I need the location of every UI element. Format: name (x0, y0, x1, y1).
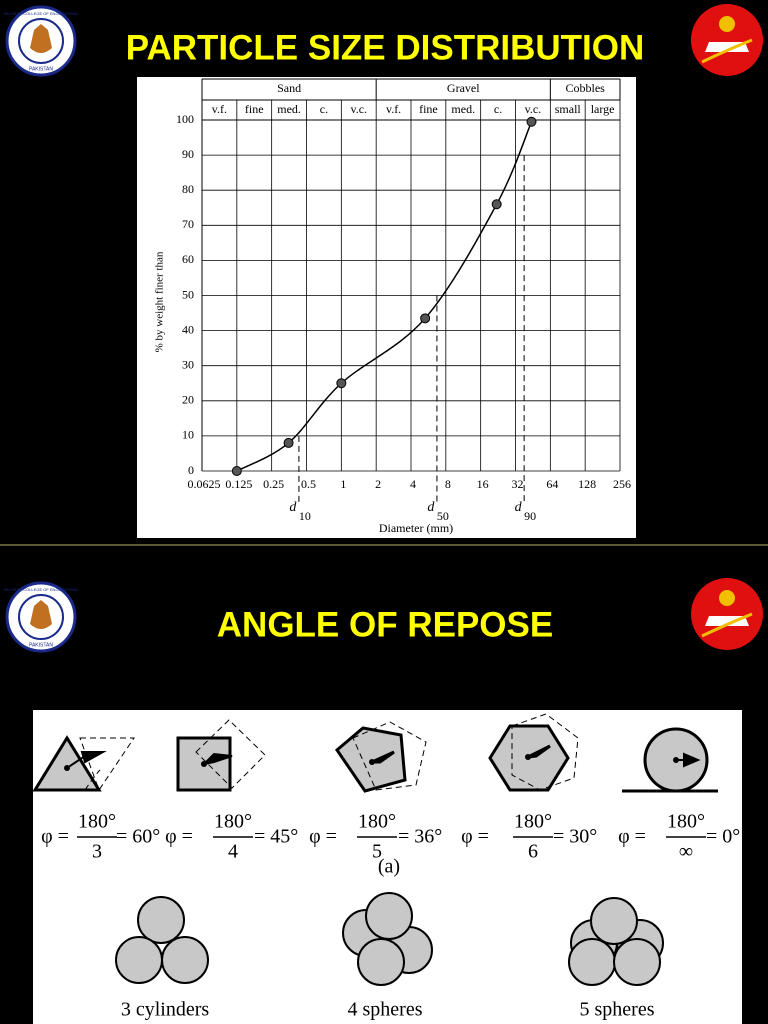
marker-label: d (427, 500, 435, 515)
equation-numerator: 180° (78, 811, 116, 833)
equation-denominator: ∞ (679, 841, 693, 863)
x-tick-label: 32 (512, 477, 524, 491)
data-point (283, 437, 294, 448)
y-tick-label: 70 (182, 217, 194, 231)
equation-lhs: φ = (461, 826, 489, 848)
caption: 5 spheres (580, 999, 655, 1021)
subclass-label: c. (320, 102, 328, 116)
class-label: Cobbles (565, 81, 605, 95)
equation-numerator: 180° (667, 811, 705, 833)
equation-denominator: 6 (528, 841, 538, 863)
x-tick-label: 16 (477, 477, 489, 491)
subclass-label: fine (245, 102, 264, 116)
marker-label: d (515, 500, 523, 515)
y-tick-label: 60 (182, 252, 194, 266)
equation-lhs: φ = (165, 826, 193, 848)
panel-label: (a) (378, 856, 400, 878)
x-tick-label: 0.5 (301, 477, 316, 491)
slide-title: PARTICLE SIZE DISTRIBUTION (126, 28, 645, 67)
x-tick-label: 0.125 (225, 477, 252, 491)
class-label: Sand (277, 81, 301, 95)
subclass-label: med. (451, 102, 475, 116)
equations: φ =180°3= 60° φ =180°4= 45° φ =180°5= 36° φ… (41, 811, 740, 863)
logo-country: PAKISTAN (29, 66, 53, 72)
x-tick-label: 8 (445, 477, 451, 491)
class-label: Gravel (447, 81, 480, 95)
y-tick-label: 20 (182, 393, 194, 407)
y-tick-label: 90 (182, 147, 194, 161)
equation-numerator: 180° (358, 811, 396, 833)
equation-result: = 60° (116, 826, 160, 848)
equation-lhs: φ = (41, 826, 69, 848)
logo-text: MILITARY COLLEGE OF ENGINEERING (4, 587, 78, 592)
college-logo: MILITARY COLLEGE OF ENGINEERING PAKISTAN (4, 5, 78, 77)
marker-subscript: 90 (524, 509, 536, 523)
data-point (336, 378, 347, 389)
equation-lhs: φ = (618, 826, 646, 848)
subclass-label: fine (419, 102, 438, 116)
y-tick-label: 100 (176, 112, 194, 126)
y-tick-label: 30 (182, 357, 194, 371)
x-tick-label: 0.0625 (188, 477, 221, 491)
caption: 4 spheres (348, 999, 423, 1021)
corps-logo (691, 578, 763, 650)
subclass-label: med. (277, 102, 301, 116)
equation-result: = 0° (706, 826, 740, 848)
subclass-label: v.c. (350, 102, 367, 116)
equation-lhs: φ = (309, 826, 337, 848)
equation-result: = 45° (254, 826, 298, 848)
x-tick-label: 256 (613, 477, 631, 491)
marker-subscript: 10 (299, 509, 311, 523)
equation-numerator: 180° (214, 811, 252, 833)
equation-result: = 36° (398, 826, 442, 848)
corps-logo (691, 4, 763, 76)
caption: 3 cylinders (121, 999, 210, 1021)
equation-numerator: 180° (514, 811, 552, 833)
packings (115, 892, 664, 986)
chart-panel (137, 77, 636, 538)
chart: v.f. fine med. c. v.c. Sand v.f. fine med. c. v.c.… (154, 78, 631, 535)
data-point (491, 199, 502, 210)
x-tick-label: 4 (410, 477, 416, 491)
marker-subscript: 50 (437, 509, 449, 523)
shapes (32, 713, 718, 793)
logo-text: MILITARY COLLEGE OF ENGINEERING (4, 11, 78, 16)
y-tick-label: 0 (188, 463, 194, 477)
subclass-label: v.f. (386, 102, 401, 116)
x-tick-label: 2 (375, 477, 381, 491)
y-tick-label: 10 (182, 428, 194, 442)
y-tick-label: 50 (182, 287, 194, 301)
equation-denominator: 3 (92, 841, 102, 863)
equation-denominator: 5 (372, 841, 382, 863)
x-tick-label: 0.25 (263, 477, 284, 491)
subclass-label: large (591, 102, 615, 116)
logo-country: PAKISTAN (29, 642, 53, 648)
subclass-label: c. (494, 102, 502, 116)
data-point (526, 116, 537, 127)
data-point (420, 313, 431, 324)
subclass-label: v.c. (525, 102, 542, 116)
college-logo: MILITARY COLLEGE OF ENGINEERING PAKISTAN (4, 581, 78, 653)
marker-label: d (289, 500, 297, 515)
y-tick-label: 40 (182, 322, 194, 336)
subclass-label: small (555, 102, 582, 116)
x-tick-label: 128 (578, 477, 596, 491)
x-tick-label: 64 (546, 477, 558, 491)
slide-title: ANGLE OF REPOSE (217, 605, 553, 644)
x-tick-label: 1 (340, 477, 346, 491)
subclass-label: v.f. (212, 102, 227, 116)
y-axis-label: % by weight finer than (154, 251, 166, 352)
data-point (231, 466, 242, 476)
equation-denominator: 4 (228, 841, 238, 863)
y-tick-label: 80 (182, 182, 194, 196)
equation-result: = 30° (553, 826, 597, 848)
x-axis-label: Diameter (mm) (379, 521, 453, 535)
